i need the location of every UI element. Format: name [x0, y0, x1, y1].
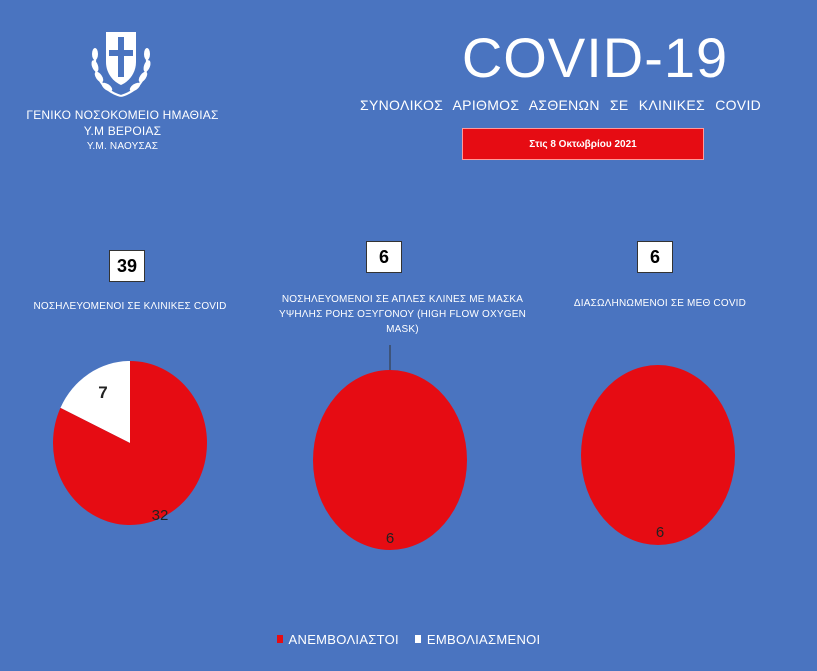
- chart-label-2: ΝΟΣΗΛΕΥΟΜΕΝΟΙ ΣΕ ΑΠΛΕΣ ΚΛΙΝΕΣ ΜΕ ΜΑΣΚΑ Υ…: [278, 294, 527, 335]
- total-box-2: 6: [366, 241, 402, 273]
- pie-1-value-vaccinated: 7: [98, 383, 107, 402]
- legend-item-unvaccinated: ΑΝΕΜΒΟΛΙΑΣΤΟΙ: [276, 631, 399, 647]
- pie-3-slice-unvaccinated: [581, 365, 735, 545]
- page-subtitle: ΣΥΝΟΛΙΚΟΣ ΑΡΙΘΜΟΣ ΑΣΘΕΝΩΝ ΣΕ ΚΛΙΝΙΚΕΣ CO…: [360, 97, 762, 113]
- chart-label-1: ΝΟΣΗΛΕΥΟΜΕΝΟΙ ΣΕ ΚΛΙΝΙΚΕΣ COVID: [33, 301, 227, 312]
- page-title: COVID-19: [461, 26, 729, 89]
- legend-label-vaccinated: ΕΜΒΟΛΙΑΣΜΕΝΟΙ: [426, 631, 541, 647]
- pie-1-value-unvaccinated: 32: [152, 507, 169, 524]
- total-box-3: 6: [637, 241, 673, 273]
- legend-swatch-vaccinated: [414, 635, 421, 643]
- chart-label-3: ΔΙΑΣΩΛΗΝΩΜΕΝΟΙ ΣΕ ΜΕΘ COVID: [573, 298, 747, 309]
- date-banner: Στις 8 Οκτωβρίου 2021: [462, 128, 704, 160]
- hospital-line-3: Υ.Μ. ΝΑΟΥΣΑΣ: [86, 141, 159, 152]
- total-value-3: 6: [649, 246, 660, 267]
- total-value-1: 39: [116, 255, 138, 276]
- chart-legend: ΑΝΕΜΒΟΛΙΑΣΤΟΙ ΕΜΒΟΛΙΑΣΜΕΝΟΙ: [0, 631, 817, 647]
- hospital-line-2: Υ.Μ ΒΕΡΟΙΑΣ: [83, 124, 162, 138]
- hospital-name: ΓΕΝΙΚΟ ΝΟΣΟΚΟΜΕΙΟ ΗΜΑΘΙΑΣ Υ.Μ ΒΕΡΟΙΑΣ Υ.…: [0, 107, 245, 155]
- pie-3-value-unvaccinated: 6: [656, 524, 664, 541]
- pie-1-slice-unvaccinated: [53, 361, 208, 525]
- hospital-line-1: ΓΕΝΙΚΟ ΝΟΣΟΚΟΜΕΙΟ ΗΜΑΘΙΑΣ: [26, 108, 219, 122]
- pie-2-value-unvaccinated: 6: [386, 530, 394, 547]
- legend-swatch-unvaccinated: [276, 635, 283, 643]
- total-box-1: 39: [109, 250, 145, 282]
- total-value-2: 6: [378, 246, 389, 267]
- legend-item-vaccinated: ΕΜΒΟΛΙΑΣΜΕΝΟΙ: [414, 631, 541, 647]
- pie-1-slice-vaccinated: [60, 361, 131, 443]
- date-text: Στις 8 Οκτωβρίου 2021: [529, 138, 637, 150]
- pie-2-slice-unvaccinated: [313, 370, 467, 550]
- legend-label-unvaccinated: ΑΝΕΜΒΟΛΙΑΣΤΟΙ: [288, 631, 399, 647]
- greek-coat-of-arms-icon: [91, 32, 151, 98]
